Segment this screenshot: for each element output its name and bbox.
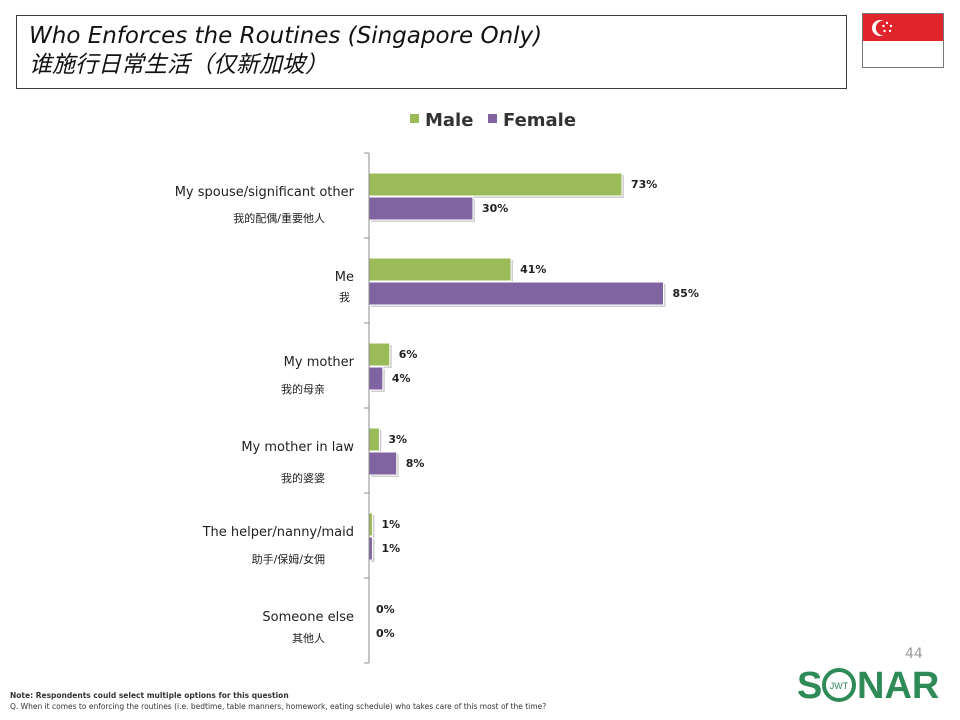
- legend-swatch-female: [488, 114, 497, 123]
- data-label-male: 0%: [376, 603, 395, 616]
- bar-male: [368, 512, 373, 537]
- legend-label-male: Male: [425, 110, 473, 131]
- crescent-stars-icon: [872, 20, 893, 36]
- singapore-flag-icon: [862, 13, 944, 68]
- category-label-cn: 其他人: [292, 632, 325, 645]
- data-label-female: 30%: [482, 202, 508, 215]
- sonar-logo-icon: S JWT NAR: [797, 665, 939, 706]
- category-label-en: My mother in law: [241, 440, 354, 455]
- category-label-cn: 我的配偶/重要他人: [233, 211, 325, 225]
- data-label-female: 85%: [673, 287, 699, 300]
- bar-male: [368, 257, 512, 282]
- footnotes: Note: Respondents could select multiple …: [10, 690, 546, 712]
- data-label-male: 6%: [399, 348, 418, 361]
- legend-label-female: Female: [503, 110, 576, 131]
- category-label-en: Me: [335, 270, 354, 285]
- page-title-chinese: 谁施行日常生活（仅新加坡）: [29, 52, 328, 78]
- flag-white-band: [863, 40, 943, 67]
- data-label-male: 3%: [388, 433, 407, 446]
- logo-letter-s: S: [797, 665, 822, 706]
- data-label-female: 8%: [406, 457, 425, 470]
- bar-female: [368, 366, 384, 391]
- footnote-question: Q. When it comes to enforcing the routin…: [10, 702, 547, 711]
- footnote-note: Note: Respondents could select multiple …: [10, 691, 289, 700]
- category-label-en: Someone else: [262, 610, 354, 625]
- data-label-male: 41%: [520, 263, 546, 276]
- bar-male: [368, 172, 623, 197]
- bar-female: [368, 196, 474, 221]
- category-label-cn: 我: [339, 291, 350, 304]
- logo-letters-nar: NAR: [857, 665, 939, 706]
- logo-jwt: JWT: [830, 681, 849, 691]
- category-label-cn: 我的婆婆: [281, 471, 325, 485]
- category-label-cn: 助手/保姆/女佣: [252, 552, 325, 566]
- logo-ring: [822, 668, 856, 702]
- data-label-male: 73%: [631, 178, 657, 191]
- legend-swatch-male: [410, 114, 419, 123]
- data-label-female: 1%: [381, 542, 400, 555]
- category-label-en: My mother: [284, 355, 355, 370]
- bar-female: [368, 281, 665, 306]
- category-label-en: My spouse/significant other: [175, 185, 355, 200]
- bar-male: [368, 427, 380, 452]
- data-label-female: 0%: [376, 627, 395, 640]
- data-label-male: 1%: [381, 518, 400, 531]
- page-title-english: Who Enforces the Routines (Singapore Onl…: [29, 23, 543, 49]
- bar-female: [368, 451, 398, 476]
- bar-male: [368, 342, 391, 367]
- category-label-cn: 我的母亲: [281, 382, 325, 396]
- category-label-en: The helper/nanny/maid: [202, 525, 354, 540]
- bar-female: [368, 536, 373, 561]
- data-label-female: 4%: [392, 372, 411, 385]
- title-box: Who Enforces the Routines (Singapore Onl…: [16, 15, 847, 89]
- page-number: 44: [905, 646, 923, 662]
- bar-chart: Male Female 73% 41% 6% 3% 1% 0% 30% 85% 4% 8% 1% 0% My…: [175, 110, 699, 664]
